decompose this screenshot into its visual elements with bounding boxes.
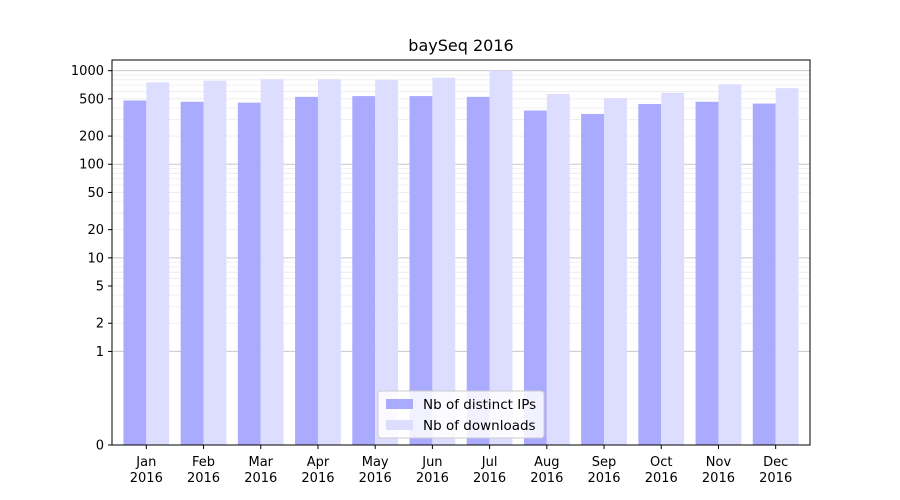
x-tick-label-line: 2016 [130, 471, 163, 486]
bar-downloads [317, 79, 341, 445]
legend-box [377, 390, 545, 439]
y-tick-label: 5 [96, 280, 104, 295]
x-tick-label: Mar 2016 [244, 455, 277, 486]
bar-downloads [718, 84, 742, 445]
x-tick-label-line: Aug [534, 455, 559, 470]
y-tick-label: 50 [87, 186, 104, 201]
bar-downloads [260, 79, 284, 445]
chart-title: baySeq 2016 [408, 36, 513, 55]
bar-distinct-ips [523, 110, 547, 446]
plot-area-frame [111, 59, 811, 446]
bar-distinct-ips [295, 96, 318, 445]
bar-downloads [432, 77, 456, 445]
x-tick-label-line: Feb [192, 455, 215, 470]
bar-downloads [146, 82, 170, 445]
bar-distinct-ips [638, 104, 662, 445]
y-axis: 0 1 2 5 10 20 50 100 200 500 1000 [71, 64, 112, 454]
x-tick-label: Sep 2016 [587, 455, 620, 486]
x-tick-label-line: 2016 [759, 471, 792, 486]
x-tick-label: Nov 2016 [702, 455, 735, 486]
legend-swatch [386, 420, 413, 430]
bar-distinct-ips [695, 101, 719, 446]
bar-downloads [203, 80, 227, 445]
bar-distinct-ips [466, 96, 490, 445]
legend: Nb of distinct IPs Nb of downloads [377, 390, 545, 439]
x-tick-label: May 2016 [359, 455, 392, 486]
y-tick-label: 1 [96, 345, 104, 360]
bar-distinct-ips [409, 96, 433, 445]
x-tick-label-line: 2016 [530, 471, 563, 486]
x-tick-label: Jan 2016 [130, 455, 163, 486]
x-tick-label-line: 2016 [301, 471, 334, 486]
x-tick-label: Dec 2016 [759, 455, 792, 486]
y-tick-label: 100 [79, 158, 104, 173]
x-tick-label-line: 2016 [473, 471, 506, 486]
x-tick-label-line: Sep [592, 455, 617, 470]
bar-downloads [375, 79, 399, 445]
x-tick-label-line: 2016 [587, 471, 620, 486]
x-tick-label-line: 2016 [645, 471, 678, 486]
x-tick-label-line: 2016 [244, 471, 277, 486]
bar-distinct-ips [123, 100, 147, 445]
x-tick-label: Oct 2016 [645, 455, 678, 486]
x-tick-label-line: Dec [763, 455, 788, 470]
x-tick-label-line: Apr [307, 455, 330, 470]
x-tick-label-line: Oct [650, 455, 672, 470]
y-tick-label: 0 [96, 439, 104, 454]
y-tick-label: 2 [96, 317, 104, 332]
x-tick-label-line: Nov [706, 455, 732, 470]
bar-distinct-ips [752, 103, 776, 446]
x-tick-label-line: Jul [481, 455, 498, 470]
x-tick-label-line: Jun [421, 455, 442, 470]
x-tick-label-line: 2016 [187, 471, 220, 486]
bar-distinct-ips [352, 96, 376, 445]
x-tick-label: Apr 2016 [301, 455, 334, 486]
legend-swatch [386, 399, 413, 409]
bar-downloads [775, 88, 799, 446]
bar-downloads [546, 93, 570, 445]
x-tick-label-line: May [362, 455, 389, 470]
x-tick-label: Aug 2016 [530, 455, 563, 486]
legend-label: Nb of downloads [423, 418, 536, 434]
legend-label: Nb of distinct IPs [423, 397, 536, 413]
bar-downloads [489, 70, 513, 445]
x-tick-label-line: 2016 [359, 471, 392, 486]
bar-distinct-ips [581, 113, 605, 446]
x-tick-label-line: Mar [248, 455, 273, 470]
y-tick-label: 10 [87, 251, 104, 266]
bar-distinct-ips [237, 102, 261, 445]
x-tick-label-line: 2016 [702, 471, 735, 486]
x-tick-label-line: Jan [135, 455, 156, 470]
y-tick-label: 500 [79, 92, 104, 107]
bar-distinct-ips [180, 101, 204, 446]
y-tick-label: 200 [79, 130, 104, 145]
x-tick-label: Jun 2016 [416, 455, 449, 486]
x-tick-label: Jul 2016 [473, 455, 506, 486]
bars [123, 70, 799, 446]
grid-lines [112, 70, 810, 352]
y-tick-label: 1000 [71, 64, 104, 79]
x-tick-label-line: 2016 [416, 471, 449, 486]
y-tick-label: 20 [87, 223, 104, 238]
bar-downloads [661, 92, 685, 446]
x-tick-label: Feb 2016 [187, 455, 220, 486]
bar-downloads [604, 98, 627, 446]
